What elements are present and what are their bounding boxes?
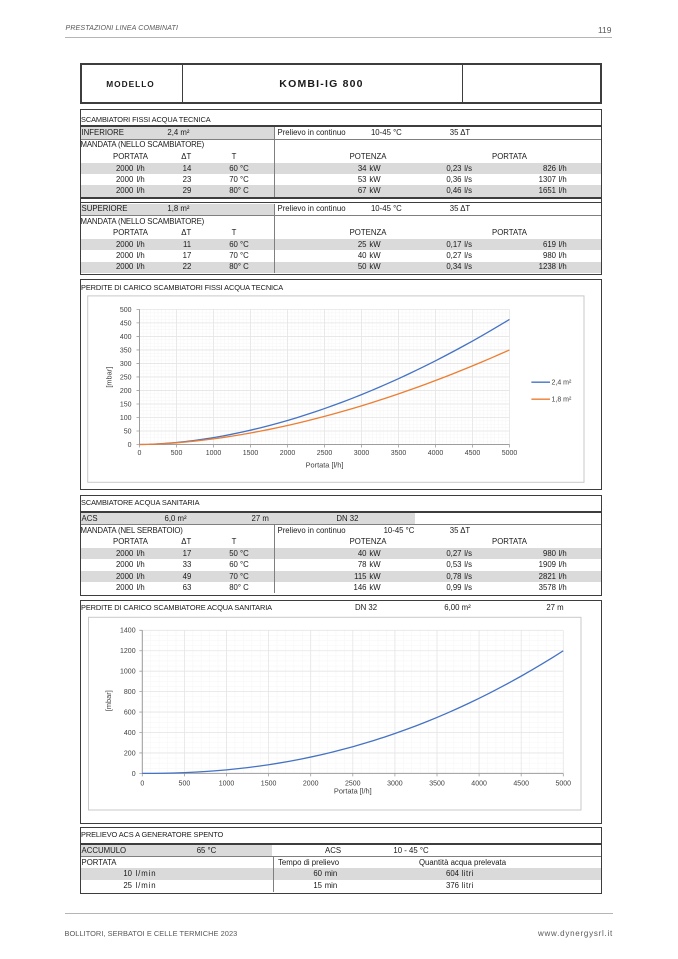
svg-text:400: 400 (124, 730, 136, 737)
svg-text:1500: 1500 (261, 780, 277, 787)
svg-text:3000: 3000 (387, 780, 403, 787)
svg-text:800: 800 (124, 689, 136, 696)
svg-text:400: 400 (120, 334, 132, 341)
svg-text:1500: 1500 (243, 450, 259, 457)
svg-text:4000: 4000 (428, 450, 444, 457)
svg-text:500: 500 (120, 307, 132, 314)
svg-text:Portata [l/h]: Portata [l/h] (306, 461, 344, 470)
svg-text:100: 100 (120, 415, 132, 422)
svg-text:350: 350 (120, 347, 132, 354)
svg-text:1,8 m²: 1,8 m² (552, 397, 573, 404)
svg-text:600: 600 (124, 709, 136, 716)
svg-text:250: 250 (120, 374, 132, 381)
svg-text:0: 0 (140, 780, 144, 787)
svg-text:50: 50 (124, 428, 132, 435)
svg-text:1200: 1200 (120, 648, 136, 655)
svg-text:0: 0 (138, 450, 142, 457)
svg-text:[mbar]: [mbar] (105, 367, 114, 388)
svg-text:3000: 3000 (354, 450, 370, 457)
svg-text:4500: 4500 (465, 450, 481, 457)
svg-text:0: 0 (128, 442, 132, 449)
svg-text:[mbar]: [mbar] (104, 690, 113, 711)
svg-text:5000: 5000 (556, 780, 572, 787)
svg-text:1400: 1400 (120, 628, 136, 635)
svg-text:1000: 1000 (219, 780, 235, 787)
svg-text:2500: 2500 (345, 780, 361, 787)
svg-text:2000: 2000 (280, 450, 296, 457)
svg-text:500: 500 (171, 450, 183, 457)
svg-text:150: 150 (120, 401, 132, 408)
svg-text:4000: 4000 (471, 780, 487, 787)
svg-text:1000: 1000 (120, 669, 136, 676)
svg-text:2500: 2500 (317, 450, 333, 457)
svg-text:4500: 4500 (513, 780, 529, 787)
svg-text:5000: 5000 (502, 450, 518, 457)
svg-text:3500: 3500 (391, 450, 407, 457)
svg-text:200: 200 (120, 388, 132, 395)
svg-text:200: 200 (124, 750, 136, 757)
svg-text:0: 0 (132, 771, 136, 778)
svg-text:450: 450 (120, 320, 132, 327)
svg-text:2000: 2000 (303, 780, 319, 787)
svg-text:2,4 m²: 2,4 m² (552, 380, 573, 387)
svg-text:1000: 1000 (206, 450, 222, 457)
svg-text:500: 500 (179, 780, 191, 787)
svg-text:Portata [l/h]: Portata [l/h] (334, 786, 372, 795)
svg-text:3500: 3500 (429, 780, 445, 787)
svg-text:300: 300 (120, 361, 132, 368)
